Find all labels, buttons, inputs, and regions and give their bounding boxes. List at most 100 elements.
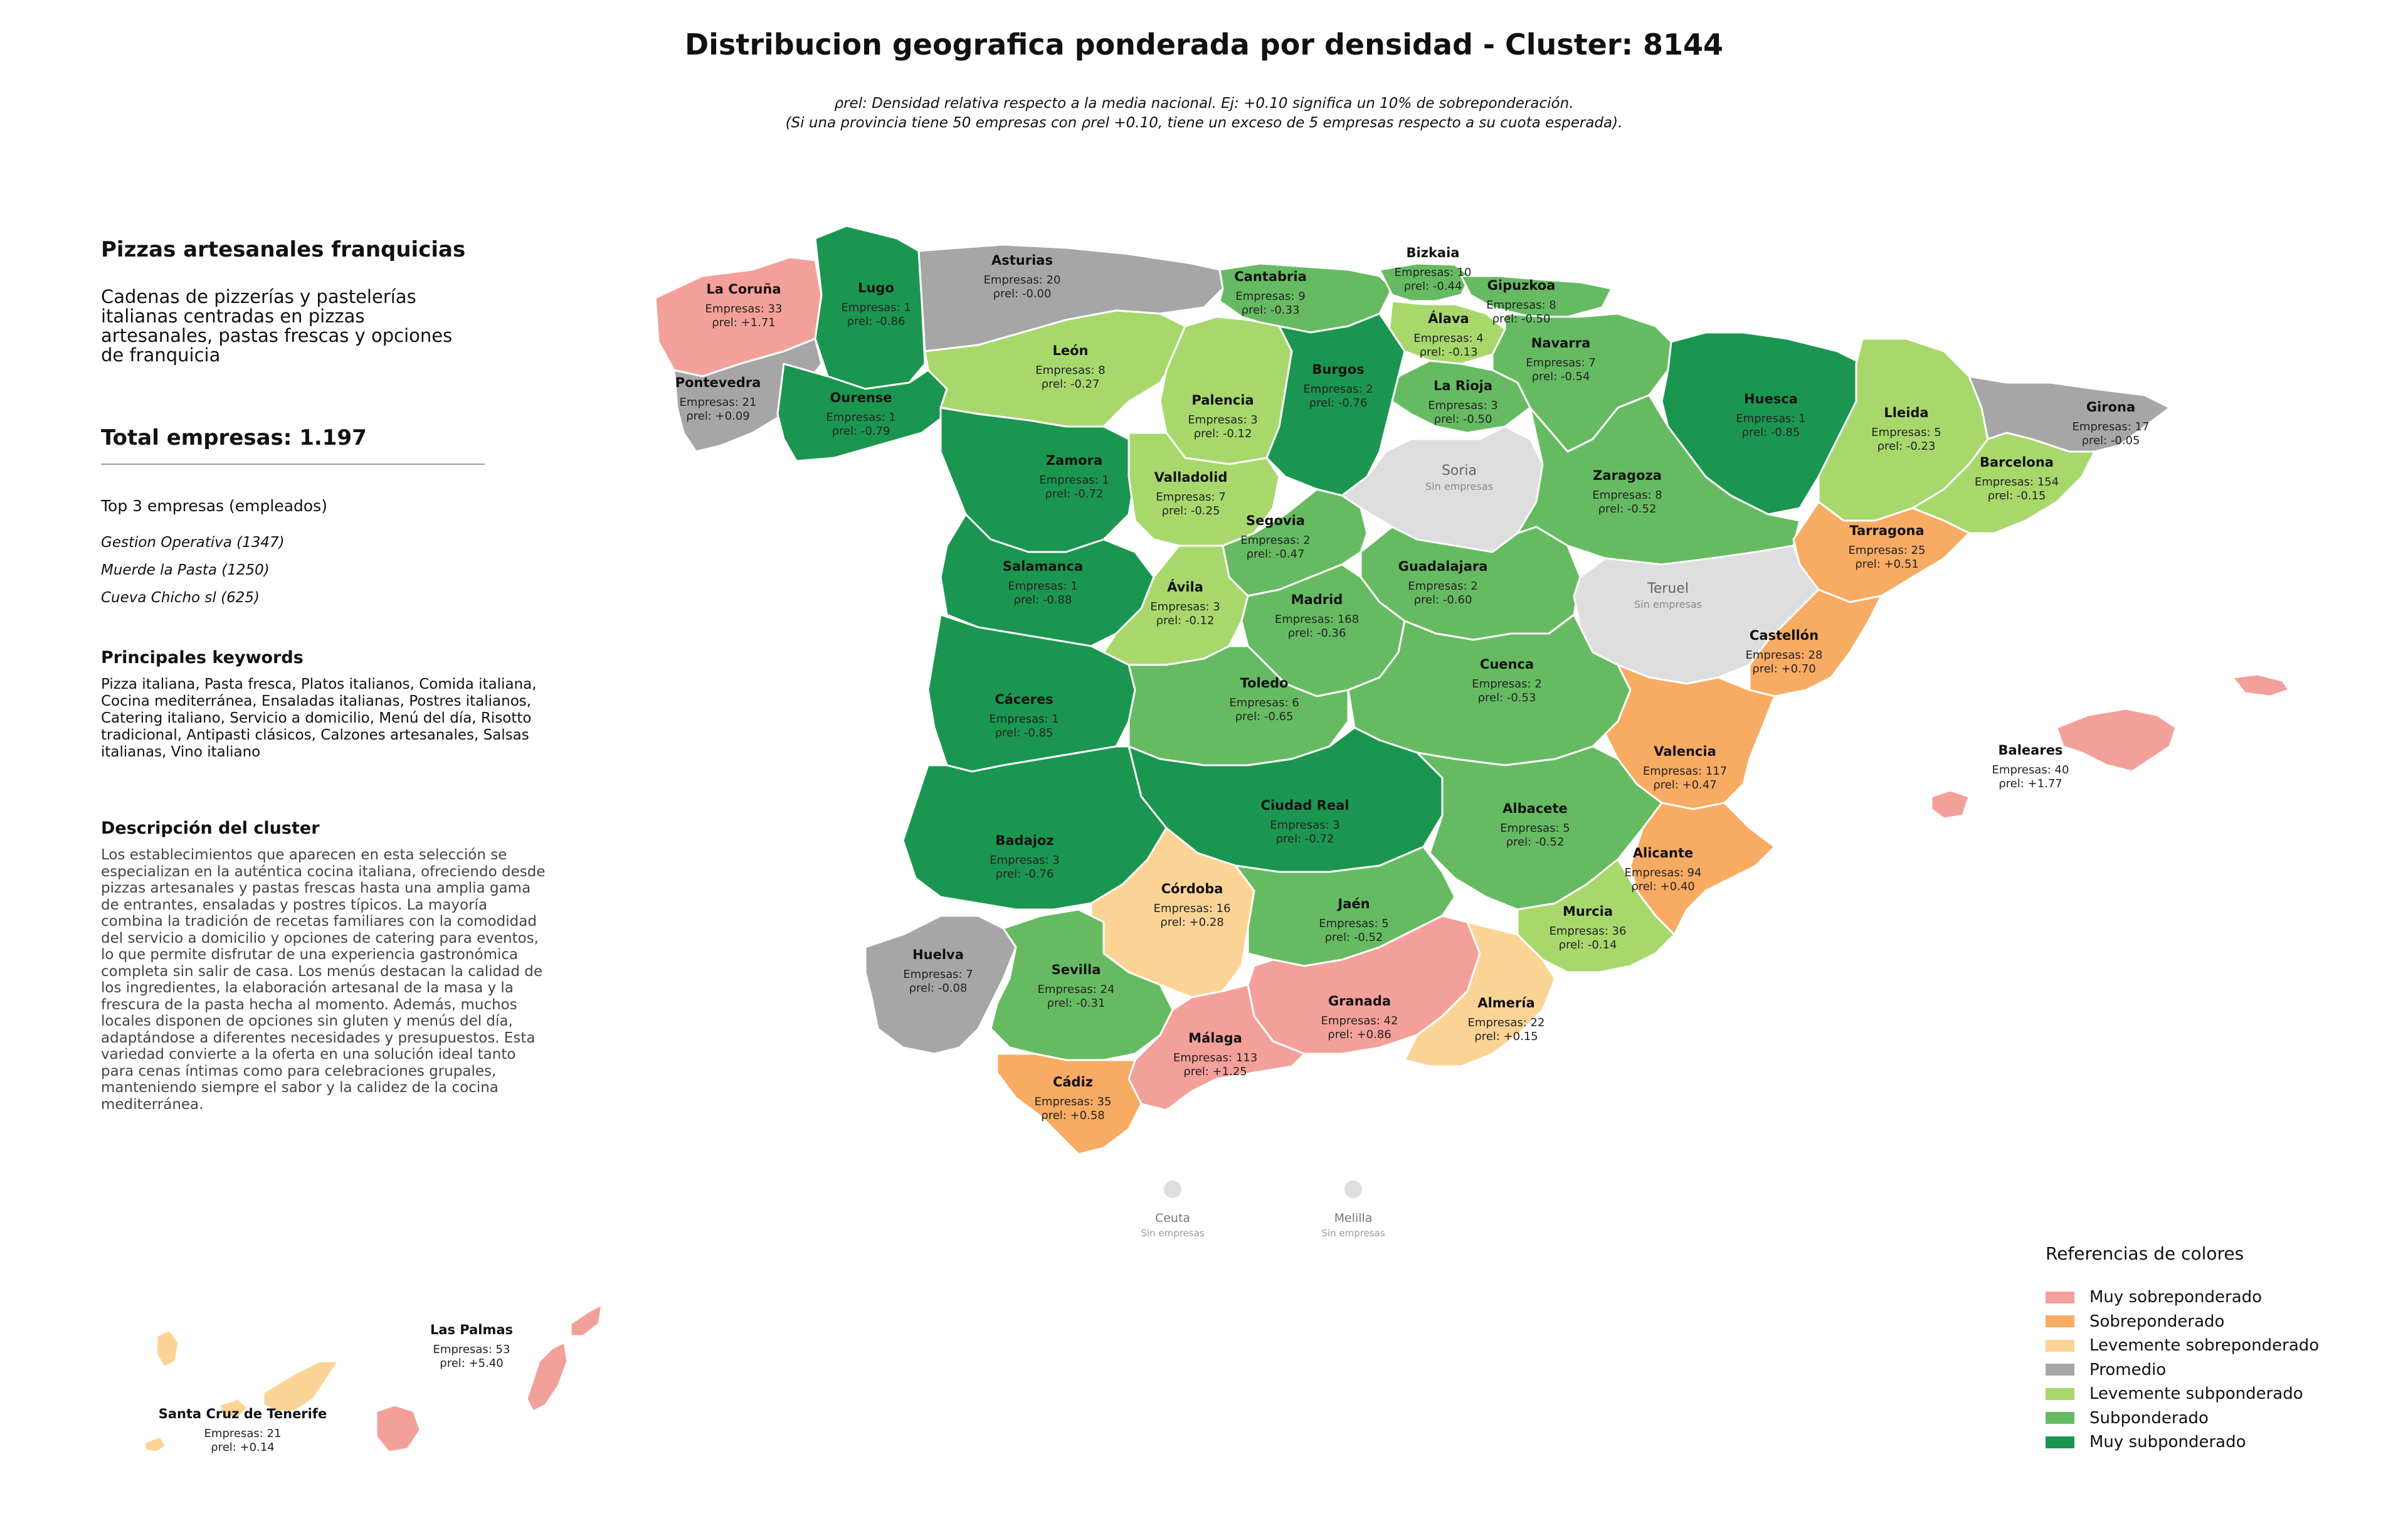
- label-name-castellon: Castellón: [1750, 628, 1819, 643]
- province-zamora: [939, 406, 1136, 553]
- province-castellon: [1748, 588, 1883, 698]
- label-name-girona: Girona: [2086, 400, 2135, 415]
- label-rho-navarra: ρrel: -0.54: [1532, 370, 1590, 383]
- label-empresas-valladolid: Empresas: 7: [1156, 491, 1225, 504]
- label-empresas-ourense: Empresas: 1: [826, 411, 895, 424]
- label-empresas-cadiz: Empresas: 35: [1035, 1095, 1112, 1108]
- label-empresas-burgos: Empresas: 2: [1303, 383, 1373, 396]
- province-burgos: [1265, 312, 1406, 497]
- legend-item-6: Subponderado: [2046, 1406, 2384, 1431]
- province-las-palmas: [375, 1303, 603, 1453]
- label-rho-granada: ρrel: +0.86: [1328, 1028, 1391, 1041]
- label-rho-cadiz: ρrel: +0.58: [1041, 1109, 1104, 1122]
- label-rho-santa-cruz: ρrel: +0.14: [211, 1441, 274, 1454]
- label-rho-alicante: ρrel: +0.40: [1631, 880, 1694, 893]
- label-rho-leon: ρrel: -0.27: [1042, 378, 1100, 391]
- province-baleares: [1930, 673, 2290, 820]
- label-empresas-leon: Empresas: 8: [1035, 364, 1105, 377]
- province-valladolid: [1127, 432, 1281, 547]
- label-name-cantabria: Cantabria: [1234, 269, 1307, 284]
- label-empresas-asturias: Empresas: 20: [984, 273, 1061, 287]
- top-companies-title: Top 3 empresas (empleados): [101, 497, 327, 515]
- label-empresas-palencia: Empresas: 3: [1188, 413, 1257, 427]
- label-name-madrid: Madrid: [1291, 592, 1343, 607]
- label-rho-albacete: ρrel: -0.52: [1506, 836, 1565, 849]
- label-empresas-ciudad-real: Empresas: 3: [1270, 819, 1339, 832]
- label-empresas-santa-cruz: Empresas: 21: [204, 1427, 282, 1440]
- label-rho-murcia: ρrel: -0.14: [1559, 938, 1617, 952]
- label-empresas-madrid: Empresas: 168: [1275, 613, 1359, 626]
- label-name-zaragoza: Zaragoza: [1593, 468, 1662, 483]
- label-empresas-huesca: Empresas: 1: [1736, 412, 1805, 425]
- label-rho-valencia: ρrel: +0.47: [1653, 778, 1716, 792]
- label-empresas-sevilla: Empresas: 24: [1038, 983, 1115, 996]
- province-lugo: [814, 225, 926, 390]
- label-name-asturias: Asturias: [991, 253, 1053, 268]
- label-rho-jaen: ρrel: -0.52: [1325, 931, 1383, 944]
- label-empresas-malaga: Empresas: 113: [1173, 1051, 1257, 1064]
- label-name-leon: León: [1052, 343, 1088, 358]
- province-huelva: [864, 915, 1017, 1055]
- label-rho-barcelona: ρrel: -0.15: [1988, 489, 2046, 502]
- label-name-alava: Álava: [1428, 310, 1469, 326]
- label-sin-empresas-soria: Sin empresas: [1425, 480, 1493, 492]
- label-rho-la-coruna: ρrel: +1.71: [712, 316, 775, 329]
- label-name-cordoba: Córdoba: [1161, 881, 1223, 896]
- province-leon: [924, 309, 1186, 428]
- label-name-ceuta: Ceuta: [1155, 1211, 1190, 1225]
- label-empresas-alicante: Empresas: 94: [1625, 866, 1702, 879]
- province-almeria: [1403, 921, 1556, 1068]
- label-name-tarragona: Tarragona: [1849, 523, 1924, 538]
- label-empresas-la-rioja: Empresas: 3: [1428, 399, 1497, 412]
- label-rho-ciudad-real: ρrel: -0.72: [1276, 832, 1334, 846]
- legend-item-4: Promedio: [2046, 1358, 2384, 1382]
- label-rho-cantabria: ρrel: -0.33: [1242, 304, 1300, 317]
- label-empresas-pontevedra: Empresas: 21: [680, 396, 757, 409]
- label-empresas-badajoz: Empresas: 3: [990, 854, 1059, 867]
- description-title: Descripción del cluster: [101, 819, 320, 838]
- label-rho-tarragona: ρrel: +0.51: [1855, 558, 1918, 571]
- label-name-murcia: Murcia: [1563, 904, 1613, 919]
- label-name-cuenca: Cuenca: [1480, 657, 1534, 672]
- label-name-soria: Soria: [1442, 463, 1477, 479]
- label-rho-gipuzkoa: ρrel: -0.50: [1492, 312, 1551, 326]
- label-rho-zaragoza: ρrel: -0.52: [1598, 502, 1657, 516]
- province-santa-cruz: [143, 1329, 340, 1453]
- label-empresas-valencia: Empresas: 117: [1643, 765, 1727, 778]
- label-rho-avila: ρrel: -0.12: [1156, 614, 1215, 627]
- label-empresas-cordoba: Empresas: 16: [1154, 902, 1231, 915]
- label-empresas-castellon: Empresas: 28: [1746, 649, 1823, 662]
- legend-label: Subponderado: [2089, 1408, 2209, 1428]
- label-sin-empresas-teruel: Sin empresas: [1634, 598, 1702, 610]
- label-rho-madrid: ρrel: -0.36: [1288, 627, 1346, 640]
- label-empresas-toledo: Empresas: 6: [1229, 696, 1299, 709]
- label-rho-badajoz: ρrel: -0.76: [996, 867, 1054, 881]
- label-empresas-bizkaia: Empresas: 10: [1395, 266, 1472, 279]
- label-name-granada: Granada: [1328, 994, 1391, 1009]
- label-rho-bizkaia: ρrel: -0.44: [1404, 280, 1462, 293]
- map-title: Distribucion geografica ponderada por de…: [685, 28, 1723, 61]
- label-name-barcelona: Barcelona: [1980, 455, 2054, 470]
- label-empresas-guadalajara: Empresas: 2: [1408, 580, 1477, 593]
- label-rho-cuenca: ρrel: -0.53: [1478, 691, 1536, 704]
- province-cadiz: [996, 1053, 1143, 1155]
- label-empresas-tarragona: Empresas: 25: [1849, 544, 1926, 557]
- label-name-melilla: Melilla: [1334, 1211, 1373, 1225]
- keywords-text: Pizza italiana, Pasta fresca, Platos ita…: [101, 676, 537, 760]
- label-empresas-la-coruna: Empresas: 33: [705, 302, 783, 316]
- label-empresas-avila: Empresas: 3: [1150, 600, 1220, 613]
- label-empresas-zaragoza: Empresas: 8: [1592, 489, 1662, 502]
- label-rho-salamanca: ρrel: -0.88: [1014, 593, 1072, 607]
- label-empresas-cuenca: Empresas: 2: [1472, 677, 1541, 691]
- label-name-toledo: Toledo: [1240, 676, 1289, 691]
- legend-label: Muy sobreponderado: [2089, 1288, 2263, 1307]
- label-empresas-huelva: Empresas: 7: [903, 968, 973, 981]
- label-rho-las-palmas: ρrel: +5.40: [440, 1357, 503, 1370]
- legend-label: Sobreponderado: [2089, 1312, 2225, 1331]
- legend-swatch: [2046, 1436, 2074, 1448]
- legend-swatch: [2046, 1364, 2074, 1376]
- label-name-la-coruna: La Coruña: [706, 282, 781, 297]
- label-name-las-palmas: Las Palmas: [430, 1322, 513, 1337]
